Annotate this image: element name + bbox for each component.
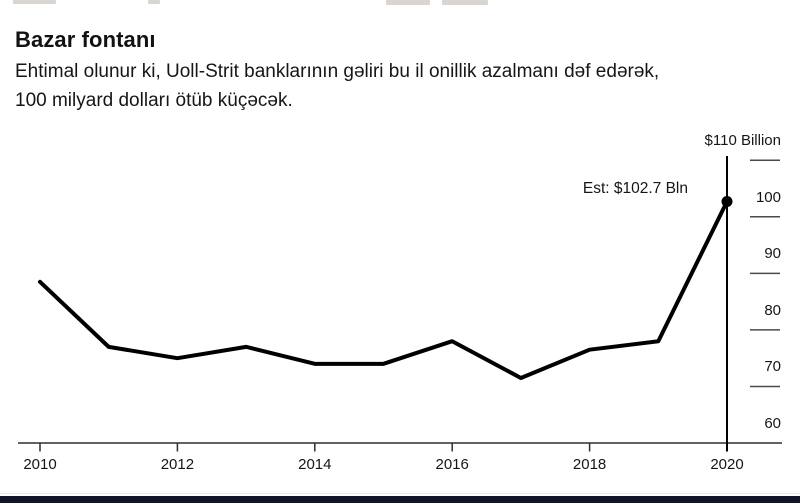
x-axis-label: 2010 [23, 456, 57, 473]
y-axis-label: 80 [764, 301, 781, 319]
cropped-text-remnant [386, 0, 430, 5]
x-axis-label: 2016 [435, 456, 469, 473]
y-axis-label: 70 [764, 358, 781, 376]
x-axis-label: 2012 [160, 456, 195, 473]
x-axis-label: 2020 [710, 456, 744, 473]
estimate-point [721, 196, 733, 208]
cropped-text-remnant [13, 0, 56, 4]
estimate-annotation: Est: $102.7 Bln [582, 180, 688, 197]
y-axis-label: 60 [764, 415, 781, 432]
subtitle-line-2: 100 milyard dolları ötüb küçəcək. [15, 90, 293, 111]
y-axis-top-label: $110 Billion [704, 132, 781, 150]
chart-title: Bazar fontanı [15, 27, 156, 52]
bottom-bar [0, 496, 800, 503]
x-axis-label: 2018 [572, 456, 607, 473]
x-axis-label: 2014 [298, 456, 332, 473]
y-axis-label: 90 [764, 245, 781, 263]
divider-hairline [0, 493, 800, 494]
subtitle-line-1: Ehtimal olunur ki, Uoll-Strit banklarını… [15, 61, 660, 82]
cropped-text-remnant [148, 0, 160, 4]
cropped-text-remnant [442, 0, 488, 5]
y-axis-label: 100 [755, 188, 781, 206]
revenue-line [38, 199, 729, 380]
chart-subtitle: Ehtimal olunur ki, Uoll-Strit banklarını… [15, 57, 659, 115]
